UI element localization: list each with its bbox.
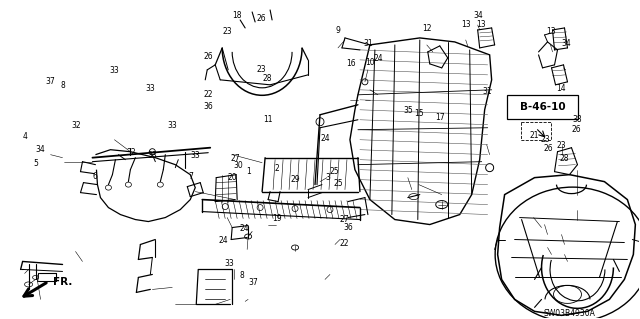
Text: 13: 13 bbox=[476, 20, 486, 29]
Text: 33: 33 bbox=[191, 152, 200, 160]
Text: 28: 28 bbox=[263, 74, 273, 84]
Text: 26: 26 bbox=[544, 145, 554, 153]
Text: FR.: FR. bbox=[52, 278, 72, 287]
Text: 28: 28 bbox=[559, 154, 569, 163]
Text: 8: 8 bbox=[61, 81, 66, 91]
Text: 24: 24 bbox=[218, 236, 228, 245]
Text: 7: 7 bbox=[189, 172, 193, 181]
Text: 13: 13 bbox=[547, 27, 556, 36]
Text: 26: 26 bbox=[204, 52, 213, 61]
Text: 36: 36 bbox=[344, 223, 354, 232]
Text: 31: 31 bbox=[483, 87, 492, 96]
Text: 20: 20 bbox=[227, 173, 237, 182]
Text: 32: 32 bbox=[71, 121, 81, 130]
Text: 1: 1 bbox=[246, 167, 251, 176]
Text: 24: 24 bbox=[320, 134, 330, 143]
Text: 16: 16 bbox=[346, 58, 355, 68]
Text: 34: 34 bbox=[474, 11, 483, 20]
Text: 8: 8 bbox=[240, 271, 244, 280]
Text: 31: 31 bbox=[363, 40, 372, 48]
Text: 14: 14 bbox=[557, 84, 566, 93]
Text: B-46-10: B-46-10 bbox=[520, 102, 565, 112]
Text: 38: 38 bbox=[572, 115, 582, 124]
Text: 33: 33 bbox=[146, 84, 156, 93]
Text: 24: 24 bbox=[374, 55, 383, 63]
Text: 36: 36 bbox=[204, 102, 213, 111]
Text: 30: 30 bbox=[234, 161, 243, 170]
Text: 18: 18 bbox=[232, 11, 242, 20]
Text: 22: 22 bbox=[204, 90, 213, 99]
Text: 33: 33 bbox=[167, 121, 177, 130]
Text: 27: 27 bbox=[339, 214, 349, 224]
Text: 24: 24 bbox=[240, 224, 250, 233]
Text: 9: 9 bbox=[335, 26, 340, 35]
Text: 33: 33 bbox=[109, 65, 119, 75]
Text: SW03B4930A: SW03B4930A bbox=[543, 309, 595, 318]
Text: 25: 25 bbox=[329, 167, 339, 176]
Text: 25: 25 bbox=[333, 179, 342, 188]
Text: 35: 35 bbox=[403, 106, 413, 115]
Text: 5: 5 bbox=[33, 160, 38, 168]
Text: 33: 33 bbox=[148, 152, 157, 160]
Text: 33: 33 bbox=[225, 259, 234, 268]
Text: 22: 22 bbox=[340, 239, 349, 248]
Text: 23: 23 bbox=[557, 141, 566, 150]
Text: 6: 6 bbox=[93, 172, 98, 181]
Text: 2: 2 bbox=[274, 164, 279, 173]
Text: 32: 32 bbox=[127, 148, 136, 157]
Text: 4: 4 bbox=[22, 132, 28, 141]
Text: 23: 23 bbox=[223, 27, 232, 36]
Text: 19: 19 bbox=[272, 213, 282, 223]
Text: 23: 23 bbox=[257, 65, 266, 74]
FancyBboxPatch shape bbox=[507, 95, 579, 119]
Text: 26: 26 bbox=[257, 14, 266, 23]
Text: 23: 23 bbox=[540, 135, 550, 144]
Text: 3: 3 bbox=[325, 173, 330, 182]
Text: 37: 37 bbox=[45, 77, 55, 86]
Text: 34: 34 bbox=[35, 145, 45, 154]
Text: 27: 27 bbox=[231, 154, 241, 163]
Text: 26: 26 bbox=[572, 125, 582, 134]
Text: 10: 10 bbox=[365, 57, 374, 67]
Text: 11: 11 bbox=[263, 115, 273, 124]
Text: 17: 17 bbox=[435, 113, 445, 122]
Text: 15: 15 bbox=[414, 108, 424, 117]
Text: 29: 29 bbox=[291, 175, 301, 184]
Bar bbox=[520, 122, 550, 140]
Text: 37: 37 bbox=[248, 278, 258, 287]
Text: 34: 34 bbox=[561, 40, 571, 48]
Text: 12: 12 bbox=[422, 24, 432, 33]
Text: 21: 21 bbox=[529, 131, 539, 140]
Text: 13: 13 bbox=[461, 20, 470, 29]
